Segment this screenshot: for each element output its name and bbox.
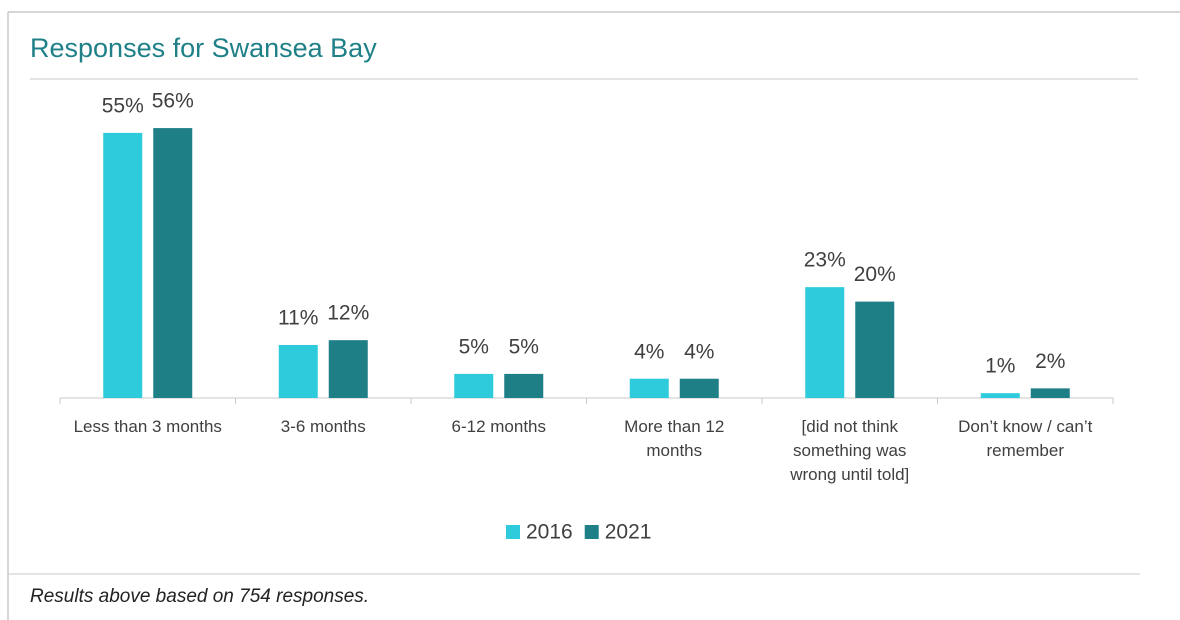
- value-label: 12%: [327, 302, 369, 325]
- x-tick-label: 6-12 months: [452, 417, 547, 436]
- value-label: 5%: [459, 335, 489, 358]
- legend-swatch: [506, 525, 520, 539]
- legend-label: 2016: [526, 521, 573, 544]
- value-label: 4%: [634, 340, 664, 363]
- chart-title: Responses for Swansea Bay: [30, 33, 377, 63]
- legend-label: 2021: [605, 521, 652, 544]
- value-label: 11%: [278, 307, 318, 330]
- bar: [504, 373, 544, 398]
- x-tick-label: Don’t know / can’t remember: [958, 417, 1092, 460]
- bar: [153, 128, 193, 398]
- bar: [679, 378, 719, 398]
- bar: [855, 301, 895, 398]
- value-label: 2%: [1035, 350, 1065, 373]
- bar: [278, 344, 318, 398]
- value-label: 1%: [985, 355, 1015, 378]
- bar: [629, 378, 669, 398]
- legend-swatch: [584, 525, 599, 539]
- note: Results above based on 754 responses.: [30, 586, 369, 607]
- bar: [454, 373, 494, 398]
- value-label: 55%: [102, 94, 144, 117]
- bar: [103, 132, 143, 398]
- bar: [805, 287, 845, 398]
- x-tick-label: [did not think something was wrong until t…: [789, 417, 909, 484]
- bar: [980, 393, 1020, 398]
- value-label: 4%: [684, 340, 714, 363]
- value-label: 5%: [509, 335, 539, 358]
- bar: [328, 340, 368, 398]
- x-tick-label: More than 12 months: [624, 417, 724, 460]
- x-tick-label: Less than 3 months: [74, 417, 222, 436]
- value-label: 56%: [152, 90, 194, 113]
- value-label: 23%: [804, 249, 846, 272]
- value-label: 20%: [854, 263, 896, 286]
- bar: [1030, 388, 1070, 398]
- x-tick-label: 3-6 months: [281, 417, 366, 436]
